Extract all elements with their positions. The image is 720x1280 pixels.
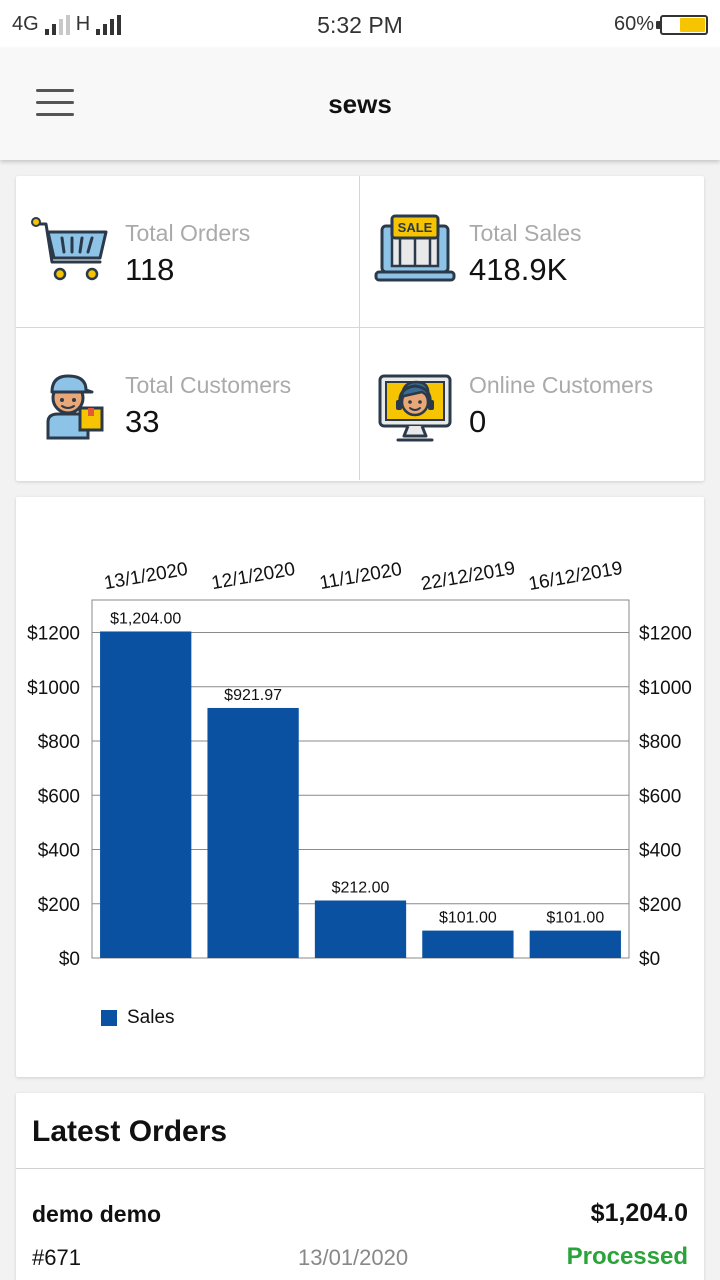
svg-text:SALE: SALE	[398, 220, 433, 235]
app-title: sews	[328, 89, 392, 119]
stats-grid: Total Orders 118 SALE Total Sales 418.9K…	[16, 176, 704, 481]
bar-data-label: $101.00	[439, 910, 497, 927]
hamburger-menu-icon[interactable]	[36, 89, 76, 119]
bar-data-label: $1,204.00	[110, 610, 181, 627]
stat-label: Total Customers	[125, 372, 292, 398]
battery-icon	[656, 14, 708, 35]
y-tick-label-left: $800	[38, 732, 80, 753]
battery-fill	[679, 17, 705, 32]
order-customer-name: demo demo	[32, 1201, 162, 1227]
signal-strength-icon	[44, 14, 70, 35]
divider	[16, 1168, 704, 1169]
bar-data-label: $101.00	[546, 910, 604, 927]
chart-bar[interactable]	[314, 900, 407, 958]
x-category-label: 11/1/2020	[318, 559, 404, 594]
y-tick-label-right: $600	[639, 786, 681, 807]
y-tick-label-left: $600	[38, 786, 80, 807]
y-tick-label-right: $400	[639, 841, 681, 862]
chart-bar[interactable]	[422, 930, 514, 958]
battery-indicator: 60%	[614, 13, 708, 36]
support-monitor-icon	[378, 374, 452, 442]
bar-data-label: $921.97	[224, 687, 282, 704]
x-category-label: 22/12/2019	[420, 558, 517, 595]
x-category-label: 13/1/2020	[103, 559, 190, 594]
status-bar: 4G H 5:32 PM 60%	[0, 0, 720, 48]
shopping-cart-icon	[31, 217, 108, 281]
stat-value: 0	[469, 404, 487, 439]
y-tick-label-left: $1200	[27, 624, 80, 645]
stat-value: 33	[125, 404, 160, 439]
network-type: 4G	[12, 13, 39, 35]
latest-orders-card: Latest Orders demo demo $1,204.0 #671 13…	[16, 1093, 704, 1280]
x-category-label: 16/12/2019	[527, 558, 624, 595]
y-tick-label-right: $1000	[639, 678, 692, 699]
battery-percent: 60%	[613, 13, 654, 35]
y-tick-label-right: $0	[639, 949, 660, 970]
y-tick-label-left: $400	[38, 841, 80, 862]
stat-total-orders[interactable]: Total Orders 118	[16, 176, 360, 328]
y-tick-label-left: $1000	[27, 678, 80, 699]
stat-label: Total Sales	[469, 220, 582, 246]
legend-swatch	[101, 1010, 117, 1026]
order-id: #671	[32, 1245, 81, 1270]
chart-bar[interactable]	[207, 707, 299, 958]
stat-label: Online Customers	[469, 372, 654, 398]
latest-orders-title: Latest Orders	[32, 1115, 228, 1148]
signal-strength-icon-secondary	[96, 14, 122, 35]
chart-bar[interactable]	[529, 930, 621, 958]
sale-laptop-icon: SALE	[374, 214, 456, 282]
stat-value: 118	[125, 252, 175, 287]
chart-bar[interactable]	[100, 631, 192, 958]
order-date: 13/01/2020	[298, 1245, 409, 1270]
sales-chart-card: $0 $0 $200 $200 $400 $400 $600 $600 $800 $800 $100…	[16, 497, 704, 1077]
stat-online-customers[interactable]: Online Customers 0	[360, 328, 704, 480]
y-tick-label-right: $1200	[639, 624, 692, 645]
stat-total-customers[interactable]: Total Customers 33	[16, 328, 360, 480]
x-category-label: 12/1/2020	[210, 559, 297, 594]
network-indicators: 4G H	[12, 13, 122, 36]
sales-bar-chart: $0 $0 $200 $200 $400 $400 $600 $600 $800 $800 $100…	[27, 558, 692, 970]
delivery-customer-icon	[46, 374, 104, 440]
app-bar: sews	[0, 48, 720, 160]
clock: 5:32 PM	[317, 12, 403, 38]
stat-label: Total Orders	[125, 220, 251, 246]
legend-label: Sales	[127, 1007, 175, 1028]
y-tick-label-left: $0	[59, 949, 80, 970]
order-row[interactable]: demo demo $1,204.0 #671 13/01/2020 Proce…	[16, 1169, 704, 1280]
chart-legend[interactable]: Sales	[101, 1007, 175, 1029]
stat-total-sales[interactable]: SALE Total Sales 418.9K	[360, 176, 704, 328]
stat-value: 418.9K	[469, 252, 568, 287]
y-tick-label-right: $800	[639, 732, 681, 753]
order-amount: $1,204.0	[590, 1199, 688, 1227]
y-tick-label-right: $200	[639, 895, 681, 916]
order-status: Processed	[566, 1243, 688, 1270]
y-tick-label-left: $200	[38, 895, 80, 916]
network-type-secondary: H	[75, 13, 91, 35]
bar-data-label: $212.00	[332, 880, 390, 897]
